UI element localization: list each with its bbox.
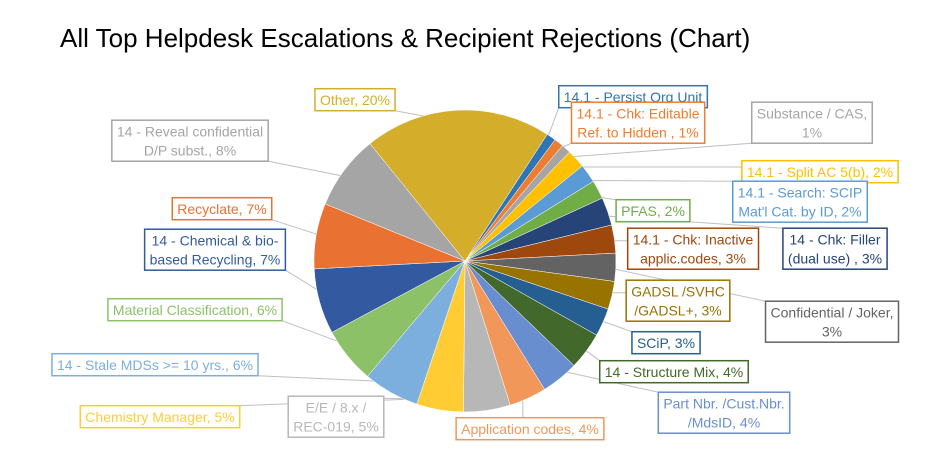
label-box bbox=[111, 119, 269, 162]
data-label: Chemistry Manager, 5% bbox=[79, 404, 241, 429]
data-label: Part Nbr. /Cust.Nbr./MdsID, 4% bbox=[657, 391, 791, 434]
data-label-text: 14 - Structure Mix, 4% bbox=[605, 364, 744, 380]
label-box bbox=[107, 297, 283, 322]
leader-line bbox=[268, 160, 354, 179]
data-label: 14 - Reveal confidential D/P subst., 8% bbox=[111, 119, 269, 162]
leader-line bbox=[557, 142, 752, 159]
data-label-text: 14.1 - Persist Org Unit bbox=[564, 89, 703, 105]
label-box bbox=[171, 196, 273, 221]
data-label-text: 14.1 - Search: SCIP Mat'l Cat. by ID, 2% bbox=[738, 184, 863, 219]
data-label: 14.1 - Chk: Inactive applic.codes, 3% bbox=[626, 227, 760, 270]
data-label-text: 14.1 - Split AC 5(b), 2% bbox=[747, 164, 893, 180]
leader-line bbox=[578, 180, 733, 182]
data-label-text: 14 - Reveal confidential D/P subst., 8% bbox=[117, 123, 263, 158]
label-box bbox=[314, 87, 396, 112]
data-label: Other, 20% bbox=[314, 87, 396, 112]
data-label: 14 - Chk: Filler (dual use) , 3% bbox=[782, 227, 888, 270]
data-label-text: 14 - Chk: Filler (dual use) , 3% bbox=[788, 231, 882, 266]
data-label-text: 14.1 - Chk: Editable Ref. to Hidden , 1% bbox=[577, 105, 700, 140]
label-box bbox=[657, 391, 791, 434]
data-label-text: PFAS, 2% bbox=[621, 203, 685, 219]
data-label-text: Other, 20% bbox=[320, 92, 390, 108]
label-box bbox=[287, 395, 385, 438]
label-box bbox=[625, 279, 731, 322]
data-label: 14 - Chemical & bio-based Recycling, 7% bbox=[143, 228, 287, 271]
label-box bbox=[764, 300, 900, 343]
data-label-text: 14 - Stale MDSs >= 10 yrs., 6% bbox=[57, 357, 253, 373]
data-label-text: GADSL /SVHC/GADSL+, 3% bbox=[631, 283, 725, 318]
data-label-text: 14 - Chemical & bio-based Recycling, 7% bbox=[150, 232, 281, 267]
label-box bbox=[731, 180, 869, 223]
data-label-text: Substance / CAS, 1% bbox=[757, 105, 868, 140]
label-box bbox=[570, 101, 706, 144]
data-label-text: Material Classification, 6% bbox=[113, 302, 277, 318]
label-box bbox=[782, 227, 888, 270]
data-label: Application codes, 4% bbox=[455, 416, 605, 441]
data-label-text: Chemistry Manager, 5% bbox=[85, 409, 234, 425]
label-box bbox=[455, 416, 605, 441]
data-label: Material Classification, 6% bbox=[107, 297, 283, 322]
data-label: 14.1 - Chk: Editable Ref. to Hidden , 1% bbox=[570, 101, 706, 144]
data-label: SCiP, 3% bbox=[631, 330, 701, 355]
data-label-text: E/E / 8.x / REC-019, 5% bbox=[293, 399, 379, 434]
label-box bbox=[51, 352, 259, 377]
data-label: Confidential / Joker, 3% bbox=[764, 300, 900, 343]
pie-slice bbox=[369, 109, 548, 262]
data-label-text: Application codes, 4% bbox=[461, 421, 599, 437]
label-box bbox=[626, 227, 760, 270]
label-box bbox=[750, 101, 874, 144]
data-label-text: Confidential / Joker, 3% bbox=[771, 304, 894, 339]
data-label-text: SCiP, 3% bbox=[637, 335, 695, 351]
data-label: Recyclate, 7% bbox=[171, 196, 273, 221]
chart-title: All Top Helpdesk Escalations & Recipient… bbox=[60, 23, 750, 53]
label-box bbox=[615, 198, 691, 223]
data-label-text: Recyclate, 7% bbox=[177, 201, 266, 217]
label-box bbox=[631, 330, 701, 355]
data-label: 14.1 - Search: SCIP Mat'l Cat. by ID, 2% bbox=[731, 180, 869, 223]
data-label: 14 - Stale MDSs >= 10 yrs., 6% bbox=[51, 352, 259, 377]
data-label: Substance / CAS, 1% bbox=[750, 101, 874, 144]
data-label: PFAS, 2% bbox=[615, 198, 691, 223]
data-label-text: 14.1 - Chk: Inactive applic.codes, 3% bbox=[633, 231, 754, 266]
label-box bbox=[599, 359, 749, 384]
data-label: E/E / 8.x / REC-019, 5% bbox=[287, 395, 385, 438]
data-label: GADSL /SVHC/GADSL+, 3% bbox=[625, 279, 731, 322]
label-box bbox=[143, 228, 287, 271]
data-label: 14 - Structure Mix, 4% bbox=[599, 359, 749, 384]
label-box bbox=[79, 404, 241, 429]
data-label-text: Part Nbr. /Cust.Nbr./MdsID, 4% bbox=[663, 395, 784, 430]
data-label: 14.1 - Split AC 5(b), 2% bbox=[741, 159, 899, 184]
